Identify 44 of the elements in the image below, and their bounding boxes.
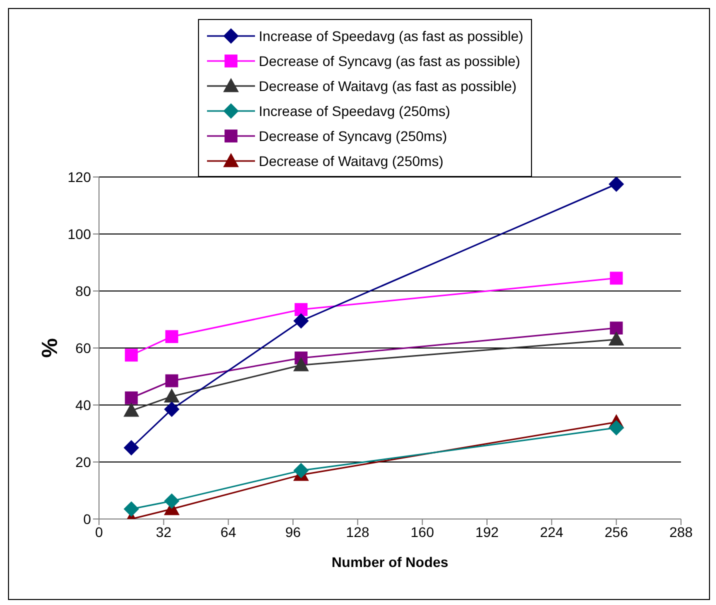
point: [164, 494, 180, 509]
y-axis-title: %: [36, 338, 62, 358]
point: [610, 322, 623, 334]
point: [608, 332, 624, 346]
point: [124, 403, 139, 417]
point: [294, 463, 309, 478]
point: [608, 177, 624, 192]
point: [164, 388, 180, 403]
point: [124, 440, 139, 456]
x-tick-label: 160: [410, 524, 434, 540]
point: [124, 391, 138, 404]
y-tick-label: 20: [75, 454, 92, 470]
point: [164, 402, 180, 417]
point: [294, 303, 308, 316]
y-tick-label: 100: [68, 226, 92, 242]
x-tick-label: 64: [220, 524, 236, 540]
point: [165, 330, 178, 344]
y-tick-label: 120: [68, 168, 92, 185]
point: [294, 313, 309, 328]
legend-label: Decrease of Waitavg (as fast as possible): [258, 78, 517, 94]
legend-label: Decrease of Waitavg (250ms): [258, 152, 444, 168]
x-tick-label: 0: [95, 524, 104, 540]
x-tick-label: 288: [669, 524, 693, 540]
y-tick-label: 40: [75, 396, 92, 413]
x-tick-label: 256: [604, 524, 628, 540]
legend-label: Increase of Speedavg (as fast as possible): [258, 28, 524, 44]
y-tick-label: 80: [75, 282, 92, 299]
point: [608, 420, 624, 436]
x-tick-label: 224: [540, 524, 564, 540]
legend-label: Decrease of Syncavg (250ms): [258, 128, 448, 144]
legend-label: Decrease of Syncavg (as fast as possible): [258, 52, 520, 68]
x-tick-label: 128: [346, 524, 370, 540]
legend-label: Increase of Speedavg (250ms): [258, 102, 450, 118]
y-tick-label: 0: [83, 510, 92, 527]
y-tick-label: 60: [75, 340, 92, 356]
point: [294, 358, 309, 372]
point: [124, 348, 138, 362]
point: [124, 502, 139, 517]
point: [165, 374, 178, 388]
point: [610, 272, 623, 285]
x-tick-label: 192: [475, 524, 499, 540]
x-tick-label: 32: [156, 524, 172, 540]
x-tick-label: 96: [285, 524, 301, 540]
x-axis-title: Number of Nodes: [332, 554, 449, 570]
